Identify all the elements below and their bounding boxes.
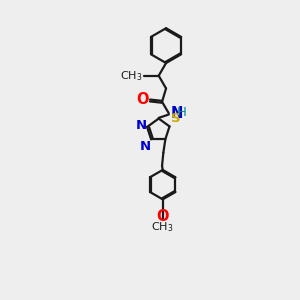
Text: N: N xyxy=(139,140,150,153)
Text: N: N xyxy=(135,119,146,132)
Text: CH$_3$: CH$_3$ xyxy=(120,69,143,82)
Text: N: N xyxy=(170,106,183,122)
Text: O: O xyxy=(136,92,148,107)
Text: H: H xyxy=(177,106,187,119)
Text: CH$_3$: CH$_3$ xyxy=(152,220,174,234)
Text: O: O xyxy=(157,209,169,224)
Text: S: S xyxy=(171,112,181,125)
